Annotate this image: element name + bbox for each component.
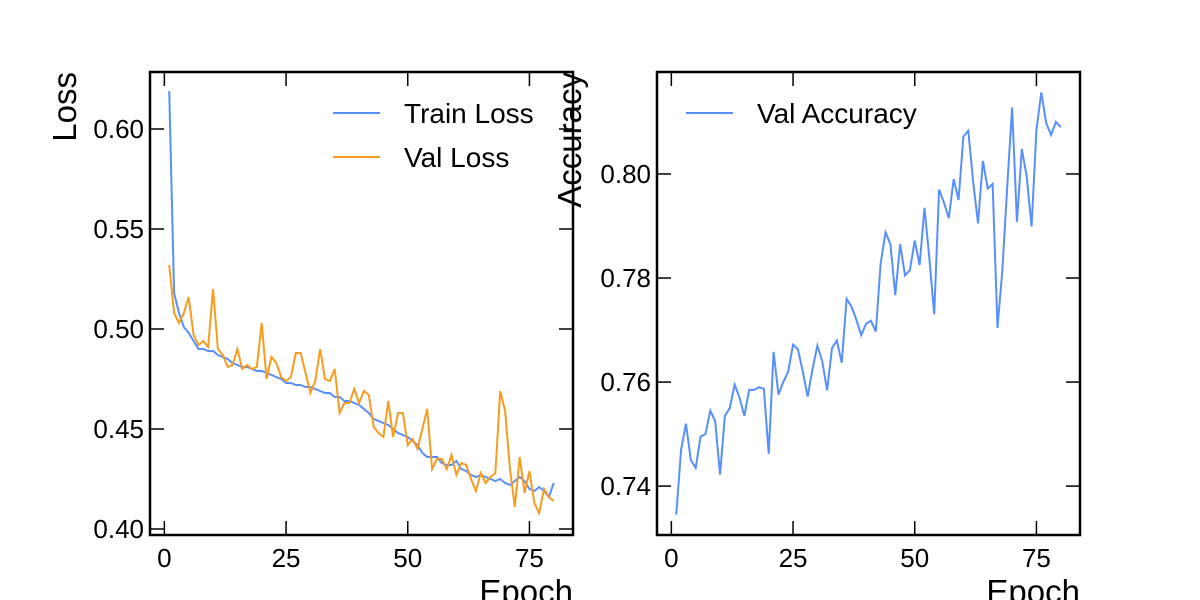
x-tick-label: 0 — [157, 543, 171, 573]
series-line — [168, 264, 555, 517]
series-line — [675, 92, 1062, 515]
x-tick-label: 75 — [515, 543, 544, 573]
x-tick-label: 25 — [272, 543, 301, 573]
y-tick-label: 0.55 — [93, 214, 144, 244]
x-tick-label: 75 — [1022, 543, 1051, 573]
x-tick-label: 50 — [393, 543, 422, 573]
y-axis-label: Accuracy — [551, 72, 588, 208]
y-tick-label: 0.74 — [600, 471, 651, 501]
subplot: 0.40 0.45 0.50 0.55 0.60 0 25 50 75 Train Loss Val… — [46, 70, 575, 600]
x-axis-label: Epoch — [986, 573, 1080, 600]
legend-label: Train Loss — [404, 98, 534, 129]
y-tick-label: 0.40 — [93, 514, 144, 544]
x-tick-label: 25 — [779, 543, 808, 573]
axes-frame — [148, 70, 575, 537]
x-tick-label: 0 — [664, 543, 678, 573]
y-tick-label: 0.50 — [93, 314, 144, 344]
y-axis-label: Loss — [46, 72, 83, 142]
legend-label: Val Loss — [404, 142, 509, 173]
y-tick-label: 0.60 — [93, 114, 144, 144]
legend-label: Val Accuracy — [757, 98, 917, 129]
y-tick-label: 0.78 — [600, 263, 651, 293]
y-tick-label: 0.80 — [600, 159, 651, 189]
subplot: 0.74 0.76 0.78 0.80 0 25 50 75 Val Accuracy Epoch… — [551, 70, 1082, 600]
axes-frame — [655, 70, 1082, 537]
x-axis-label: Epoch — [479, 573, 573, 600]
y-tick-label: 0.76 — [600, 367, 651, 397]
x-tick-label: 50 — [900, 543, 929, 573]
y-tick-label: 0.45 — [93, 414, 144, 444]
